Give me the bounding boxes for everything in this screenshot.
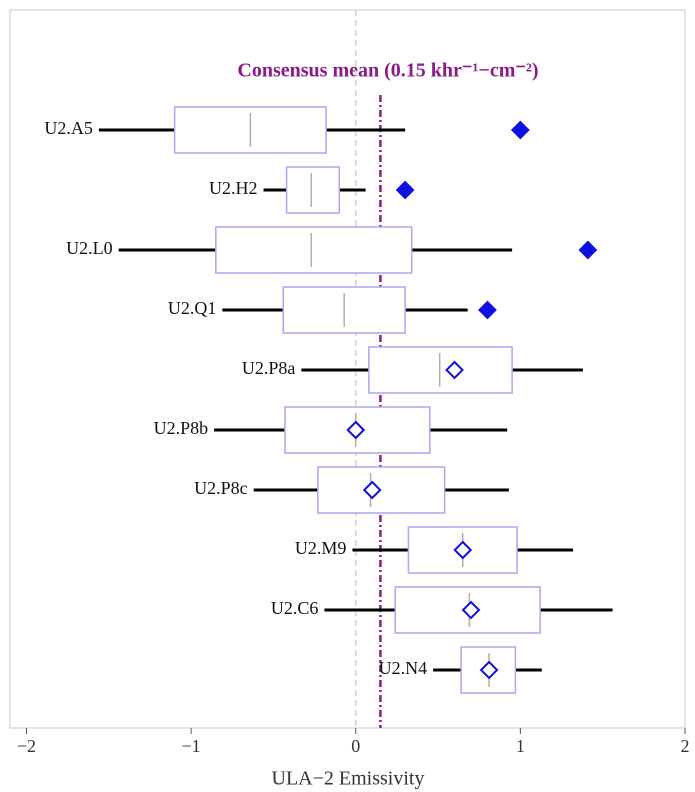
category-label: U2.P8b — [154, 418, 209, 438]
box — [215, 226, 413, 274]
marker — [479, 660, 499, 680]
marker — [362, 480, 382, 500]
marker — [461, 600, 481, 620]
marker — [578, 240, 598, 260]
plot-frame — [9, 9, 686, 729]
marker — [346, 420, 366, 440]
marker — [510, 120, 530, 140]
x-tick-label: 0 — [351, 736, 360, 756]
x-tick-label: 1 — [516, 736, 525, 756]
marker — [395, 180, 415, 200]
marker — [445, 360, 464, 380]
chart-title: Consensus mean (0.15 khr⁻¹−cm⁻²) — [237, 60, 538, 82]
category-label: U2.A5 — [44, 118, 93, 138]
marker — [453, 540, 473, 560]
category-label: U2.P8c — [194, 478, 248, 498]
x-tick-label: −1 — [182, 736, 201, 756]
x-axis-label: ULA−2 Emissivity — [272, 768, 425, 790]
category-label: U2.L0 — [66, 238, 113, 258]
box — [368, 346, 513, 394]
category-label: U2.M9 — [295, 538, 347, 558]
marker — [478, 300, 497, 320]
x-tick-label: −2 — [17, 736, 36, 756]
category-label: U2.P8a — [242, 358, 296, 378]
category-label: U2.H2 — [209, 178, 258, 198]
box — [285, 166, 341, 214]
category-label: U2.N4 — [379, 658, 428, 678]
category-label: U2.C6 — [271, 598, 319, 618]
x-tick-label: 2 — [681, 736, 690, 756]
category-label: U2.Q1 — [168, 298, 217, 318]
